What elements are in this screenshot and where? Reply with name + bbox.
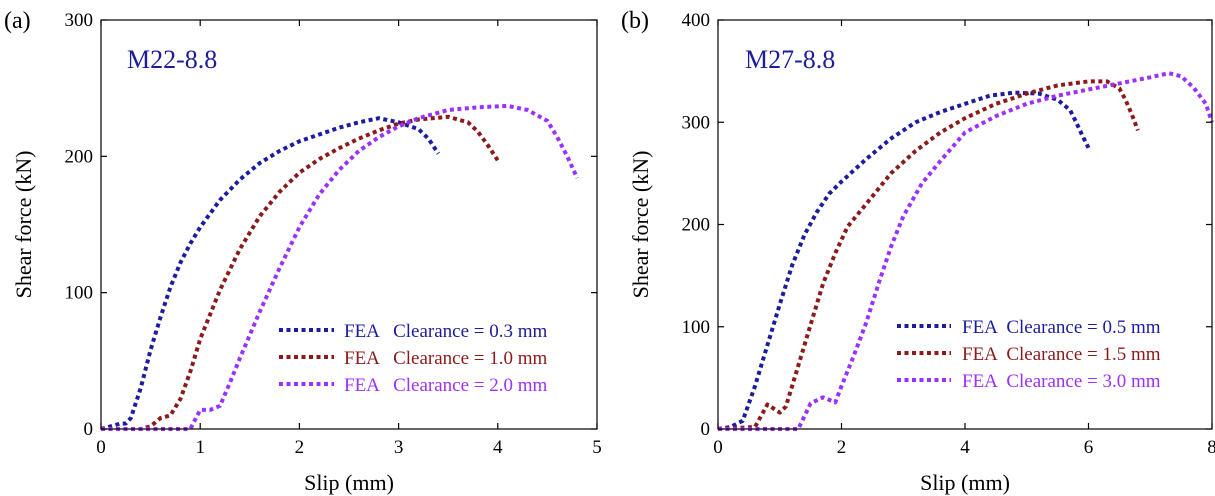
y-tick-label: 0 [701, 419, 711, 440]
x-tick-label: 2 [295, 437, 305, 458]
y-axis-title: Shear force (kN) [11, 151, 36, 299]
panel-b: 0 2 4 6 8 0 100 200 300 400 Slip (mm) Shear force (… [621, 8, 1215, 495]
y-tick-label: 300 [682, 112, 711, 133]
legend: FEA Clearance = 0.5 mm FEA Clearance = 1.… [897, 317, 1161, 392]
x-tick-label: 0 [713, 437, 723, 458]
y-tick-label: 400 [682, 10, 711, 31]
series-line-1 [101, 114, 500, 431]
x-tick-label: 8 [1207, 437, 1215, 458]
panel-label: (a) [4, 8, 31, 34]
series-line-0 [717, 90, 1091, 431]
series-line-1 [717, 79, 1140, 431]
legend-label: FEA Clearance = 0.5 mm [962, 317, 1161, 338]
x-tick-label: 4 [960, 437, 970, 458]
plot-frame [717, 19, 1213, 430]
bolt-annotation: M22-8.8 [127, 45, 217, 74]
legend-label: FEA Clearance = 1.0 mm [344, 348, 548, 369]
y-tick-label: 300 [65, 10, 94, 31]
y-tick-label: 200 [682, 215, 711, 236]
x-tick-label: 4 [493, 437, 503, 458]
legend-label: FEA Clearance = 0.3 mm [344, 321, 548, 342]
plot-frame [100, 19, 598, 430]
y-tick-label: 200 [65, 146, 94, 167]
series-line-2 [101, 103, 580, 431]
x-tick-label: 0 [96, 437, 106, 458]
y-tick-label: 100 [682, 317, 711, 338]
x-tick-label: 3 [394, 437, 404, 458]
panel-label: (b) [621, 8, 649, 34]
legend-label: FEA Clearance = 1.5 mm [962, 344, 1161, 365]
y-tick-label: 0 [84, 419, 94, 440]
y-axis-title: Shear force (kN) [628, 151, 653, 299]
series-line-0 [100, 116, 440, 431]
series-line-2 [718, 71, 1214, 431]
legend: FEA Clearance = 0.3 mm FEA Clearance = 1.… [279, 321, 548, 396]
y-tick-label: 100 [65, 283, 94, 304]
legend-label: FEA Clearance = 3.0 mm [962, 371, 1161, 392]
x-tick-label: 2 [837, 437, 847, 458]
x-axis-title: Slip (mm) [304, 470, 394, 495]
bolt-annotation: M27-8.8 [745, 45, 835, 74]
legend-label: FEA Clearance = 2.0 mm [344, 375, 548, 396]
x-tick-label: 5 [592, 437, 602, 458]
x-tick-label: 1 [195, 437, 205, 458]
x-tick-label: 6 [1084, 437, 1094, 458]
panel-a: 0 1 2 3 4 5 0 100 200 300 Slip (mm) Shear force (kN… [4, 8, 602, 495]
x-axis-title: Slip (mm) [920, 470, 1010, 495]
